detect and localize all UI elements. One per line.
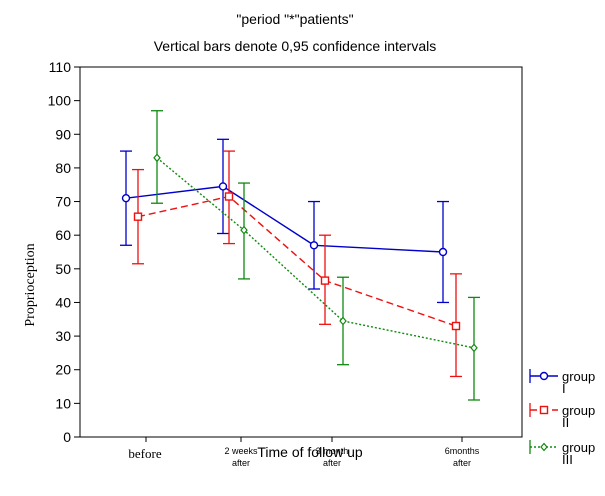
x-tick-label: 6months — [445, 446, 480, 456]
data-point — [121, 193, 131, 203]
x-tick-label: 3 month — [316, 446, 349, 456]
y-tick-label: 100 — [48, 93, 72, 109]
data-point — [224, 192, 234, 201]
y-tick-label: 110 — [49, 59, 72, 75]
y-tick-label: 50 — [55, 261, 71, 277]
data-point — [438, 247, 448, 257]
y-axis: 0 10 20 30 40 50 60 70 80 90 100 110 — [48, 59, 80, 445]
x-tick-label: after — [232, 458, 250, 468]
data-point — [539, 405, 549, 415]
data-point — [339, 316, 347, 326]
data-point — [451, 321, 461, 331]
x-tick-label: after — [323, 458, 341, 468]
y-tick-label: 60 — [55, 227, 71, 243]
series-3 — [151, 110, 480, 401]
data-point — [470, 343, 478, 353]
y-tick-label: 80 — [55, 160, 71, 176]
series-2 — [132, 150, 462, 378]
legend-label: group — [562, 403, 595, 418]
y-tick-label: 90 — [55, 126, 71, 142]
data-point — [218, 182, 228, 191]
x-tick-label: 2 weeks — [224, 446, 258, 456]
x-tick-label: after — [453, 458, 471, 468]
x-axis-label: Time of follow up — [257, 444, 363, 460]
series-line — [125, 185, 444, 253]
data-point — [320, 276, 330, 285]
y-tick-label: 0 — [63, 429, 71, 445]
legend-label: III — [562, 452, 573, 467]
data-point — [240, 225, 248, 235]
data-point — [133, 212, 143, 221]
chart-subtitle: Vertical bars denote 0,95 confidence int… — [154, 38, 437, 54]
x-tick-label: before — [128, 446, 161, 461]
y-tick-label: 70 — [55, 194, 71, 210]
x-axis: before 2 weeks after 3 month after 6months aft… — [128, 437, 480, 468]
chart-title: "period "*"patients" — [236, 11, 353, 27]
legend-label: I — [562, 381, 566, 396]
y-tick-label: 10 — [55, 395, 71, 411]
y-tick-label: 20 — [55, 362, 71, 378]
legend-label: group — [562, 369, 595, 384]
series-line — [156, 157, 475, 349]
plot-area — [79, 66, 523, 438]
data-point — [309, 241, 319, 250]
legend-label: group — [562, 440, 595, 455]
series-line — [137, 195, 457, 327]
data-point — [153, 153, 161, 163]
legend-label: II — [562, 415, 569, 430]
series-1 — [120, 138, 449, 304]
y-axis-label: Proprioception — [23, 243, 38, 326]
y-tick-label: 30 — [55, 328, 71, 344]
data-point — [539, 371, 549, 381]
series-layer — [120, 110, 480, 401]
data-point — [540, 442, 548, 452]
y-tick-label: 40 — [55, 294, 71, 310]
